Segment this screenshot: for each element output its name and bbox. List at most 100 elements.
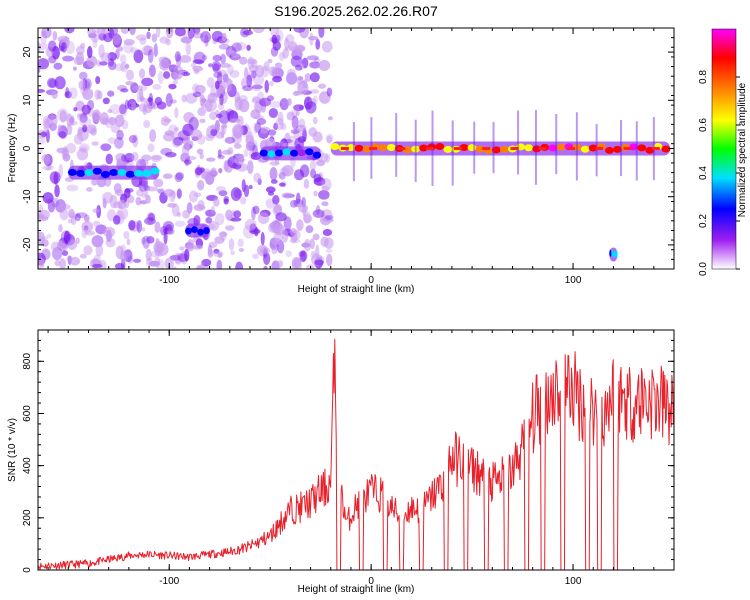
noise-blob <box>235 41 247 51</box>
snr-frame <box>37 329 675 571</box>
noise-blob <box>174 252 181 264</box>
noise-blob <box>58 131 67 138</box>
noise-blob <box>128 135 137 144</box>
noise-blob <box>92 263 103 269</box>
noise-blob <box>142 105 148 116</box>
noise-blob <box>220 230 227 241</box>
noise-blob <box>191 244 203 250</box>
noise-blob <box>270 219 283 234</box>
noise-blob <box>316 159 326 167</box>
noise-blob <box>244 219 257 231</box>
noise-blob <box>216 259 223 269</box>
noise-blob <box>60 230 72 244</box>
noise-blob <box>268 107 279 119</box>
noise-blob <box>242 30 254 36</box>
spectrogram-xtick-label: 0 <box>368 275 374 286</box>
feature-core <box>386 144 396 152</box>
noise-blob <box>205 216 213 224</box>
noise-blob <box>59 110 67 123</box>
noise-blob <box>120 61 129 73</box>
noise-blob <box>174 28 186 37</box>
noise-blob <box>124 188 134 193</box>
noise-blob <box>120 28 130 35</box>
noise-blob <box>192 116 197 127</box>
noise-blob <box>79 113 88 123</box>
noise-blob <box>123 42 134 54</box>
noise-blob <box>141 77 154 87</box>
noise-blob <box>257 212 270 224</box>
noise-blob <box>72 66 77 71</box>
noise-blob <box>64 91 72 99</box>
noise-blob <box>281 229 289 243</box>
snr-panel: 0 200 400 600 800 -100 0 100 Height of straigh… <box>7 329 675 595</box>
noise-blob <box>193 192 202 198</box>
noise-blob <box>102 28 110 35</box>
snr-xtick-label: 100 <box>565 576 582 587</box>
noise-blob <box>171 190 176 199</box>
noise-blob <box>259 126 271 134</box>
noise-blob <box>282 48 289 59</box>
noise-blob <box>226 64 234 75</box>
noise-blob <box>263 252 271 265</box>
noise-blob <box>283 216 292 231</box>
noise-blob <box>200 31 211 44</box>
noise-blob <box>126 238 131 246</box>
noise-blob <box>182 123 194 137</box>
noise-blob <box>153 257 161 268</box>
noise-blob <box>124 99 130 110</box>
noise-blob <box>119 54 127 64</box>
noise-blob <box>76 113 85 121</box>
noise-blob <box>205 209 216 217</box>
noise-blob <box>280 123 287 131</box>
carrier-peak <box>510 147 519 150</box>
noise-blob <box>102 97 110 105</box>
feature-core <box>615 250 618 258</box>
noise-blob <box>97 90 103 100</box>
noise-blob <box>82 77 87 92</box>
noise-blob <box>298 204 309 213</box>
noise-blob <box>156 258 165 269</box>
feature-core <box>613 251 616 259</box>
noise-blob <box>230 187 242 202</box>
noise-blob <box>252 205 260 215</box>
noise-blob <box>272 76 283 83</box>
noise-blob <box>251 206 256 221</box>
noise-blob <box>85 186 93 192</box>
noise-blob <box>49 59 56 64</box>
noise-blob <box>146 236 155 244</box>
noise-blob <box>69 256 81 266</box>
noise-blob <box>54 76 66 90</box>
noise-blob <box>243 148 249 158</box>
noise-blob <box>159 36 170 44</box>
feature-core <box>109 169 119 177</box>
noise-blob <box>154 244 162 257</box>
noise-blob <box>53 172 59 185</box>
carrier-peak <box>595 147 604 150</box>
noise-blob <box>254 64 265 78</box>
noise-blob <box>321 177 332 191</box>
feature-core <box>604 146 614 154</box>
noise-blob <box>259 97 271 107</box>
snr-ytick-label: 400 <box>22 457 33 474</box>
noise-blob <box>163 188 175 197</box>
snr-xtick-label: -100 <box>159 576 179 587</box>
noise-blob <box>58 224 63 233</box>
noise-blob <box>181 144 190 157</box>
noise-blob <box>117 46 124 52</box>
noise-blob <box>176 188 182 199</box>
noise-blob <box>211 60 222 72</box>
noise-blob <box>61 42 67 53</box>
noise-blob <box>231 53 241 58</box>
noise-blob <box>173 127 179 132</box>
noise-blob <box>141 236 146 245</box>
noise-blob <box>125 69 135 81</box>
spectrogram-heatmap <box>38 28 671 269</box>
noise-blob <box>130 46 138 54</box>
noise-blob <box>251 83 263 92</box>
noise-blob <box>118 102 128 117</box>
noise-blob <box>326 253 333 267</box>
noise-blob <box>42 192 54 204</box>
feature-core <box>435 143 445 151</box>
feature-core <box>133 169 144 177</box>
noise-blob <box>253 122 258 134</box>
